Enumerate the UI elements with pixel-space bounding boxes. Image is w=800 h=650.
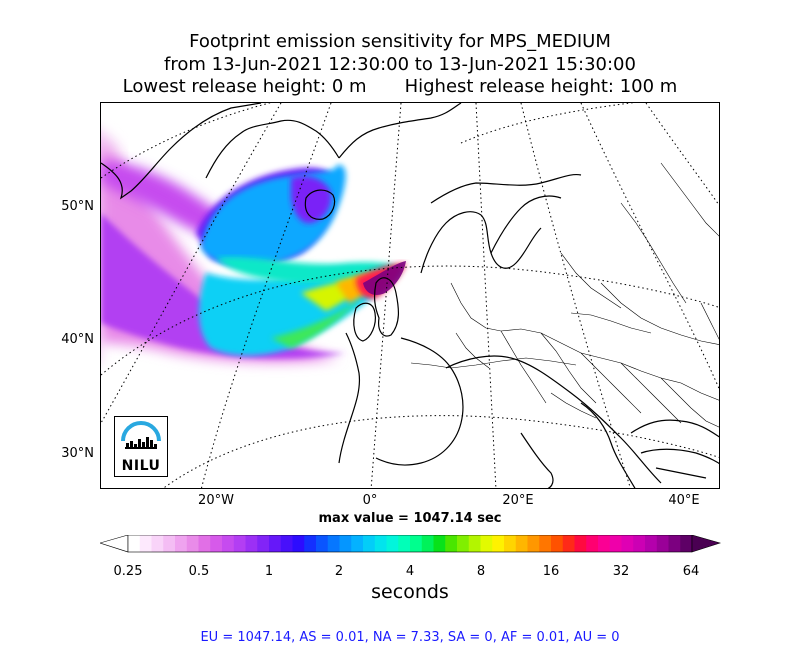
colorbar-cell xyxy=(398,535,411,552)
colorbar-cell xyxy=(421,535,434,552)
colorbar-units-label: seconds xyxy=(371,581,449,603)
colorbar-cell xyxy=(574,535,587,552)
colorbar-tick-8: 64 xyxy=(682,564,700,579)
lowest-release-height: Lowest release height: 0 m xyxy=(122,76,367,97)
colorbar-cell xyxy=(210,535,223,552)
colorbar-tick-2: 1 xyxy=(264,564,274,579)
colorbar-cell xyxy=(257,535,270,552)
colorbar-cells xyxy=(127,535,693,553)
nilu-logo-text: NILU xyxy=(121,458,161,474)
colorbar-cell xyxy=(410,535,423,552)
colorbar-cell xyxy=(433,535,446,552)
colorbar-cell xyxy=(656,535,669,552)
colorbar-cell xyxy=(175,535,188,552)
plot-title-line-1: Footprint emission sensitivity for MPS_M… xyxy=(189,31,611,52)
colorbar-cell xyxy=(245,535,258,552)
colorbar-cell xyxy=(269,535,282,552)
colorbar-cell xyxy=(363,535,376,552)
colorbar-cell xyxy=(233,535,246,552)
max-value-label: max value = 1047.14 sec xyxy=(318,511,502,526)
colorbar-cell xyxy=(198,535,211,552)
colorbar-cell xyxy=(163,535,176,552)
region-stats: EU = 1047.14, AS = 0.01, NA = 7.33, SA =… xyxy=(200,630,620,645)
lat-label-30n: 30°N xyxy=(61,446,94,461)
lon-label-20w: 20°W xyxy=(198,493,234,508)
map-panel xyxy=(100,102,720,489)
plot-title-line-3: Lowest release height: 0 m Highest releas… xyxy=(0,76,800,98)
colorbar-cell xyxy=(621,535,634,552)
plot-title-line-2: from 13-Jun-2021 12:30:00 to 13-Jun-2021… xyxy=(164,54,636,75)
colorbar-tick-0: 0.25 xyxy=(113,564,143,579)
colorbar-cell xyxy=(562,535,575,552)
colorbar-cell xyxy=(151,535,164,552)
colorbar-cell xyxy=(586,535,599,552)
colorbar-cell xyxy=(609,535,622,552)
colorbar-cell xyxy=(633,535,646,552)
colorbar-over-arrow xyxy=(691,535,722,553)
colorbar-cell xyxy=(222,535,235,552)
colorbar-cell xyxy=(339,535,352,552)
colorbar-cell xyxy=(327,535,340,552)
colorbar-cell xyxy=(527,535,540,552)
map-canvas xyxy=(101,103,719,488)
lat-label-40n: 40°N xyxy=(61,332,94,347)
colorbar-cell xyxy=(551,535,564,552)
colorbar-cell xyxy=(304,535,317,552)
colorbar-cell xyxy=(668,535,681,552)
colorbar-tick-5: 8 xyxy=(476,564,486,579)
colorbar-cell xyxy=(539,535,552,552)
nilu-logo: NILU xyxy=(114,416,168,477)
colorbar-cell xyxy=(351,535,364,552)
colorbar-cell xyxy=(492,535,505,552)
lat-label-50n: 50°N xyxy=(61,199,94,214)
colorbar-cell xyxy=(292,535,305,552)
lon-label-0: 0° xyxy=(362,493,378,508)
colorbar-cell xyxy=(680,535,693,552)
colorbar-cell xyxy=(128,535,141,552)
colorbar-cell xyxy=(515,535,528,552)
colorbar-tick-4: 4 xyxy=(405,564,415,579)
colorbar-cell xyxy=(374,535,387,552)
colorbar-cell xyxy=(280,535,293,552)
colorbar-cell xyxy=(139,535,152,552)
colorbar-tick-1: 0.5 xyxy=(188,564,210,579)
colorbar-under-arrow xyxy=(100,535,129,553)
highest-release-height: Highest release height: 100 m xyxy=(404,76,678,97)
graticule xyxy=(101,103,719,488)
colorbar-tick-6: 16 xyxy=(542,564,560,579)
colorbar-cell xyxy=(504,535,517,552)
country-borders xyxy=(410,162,719,428)
colorbar-cell xyxy=(645,535,658,552)
colorbar-cell xyxy=(386,535,399,552)
colorbar xyxy=(100,535,722,553)
colorbar-tick-3: 2 xyxy=(334,564,344,579)
lon-label-20e: 20°E xyxy=(502,493,534,508)
colorbar-cell xyxy=(186,535,199,552)
colorbar-cell xyxy=(445,535,458,552)
colorbar-cell xyxy=(316,535,329,552)
coastlines xyxy=(101,103,719,488)
colorbar-tick-7: 32 xyxy=(612,564,630,579)
colorbar-cell xyxy=(457,535,470,552)
colorbar-cell xyxy=(468,535,481,552)
colorbar-cell xyxy=(480,535,493,552)
nilu-logo-mark xyxy=(121,421,161,449)
colorbar-cell xyxy=(598,535,611,552)
lon-label-40e: 40°E xyxy=(668,493,700,508)
footprint-plume xyxy=(101,131,406,363)
